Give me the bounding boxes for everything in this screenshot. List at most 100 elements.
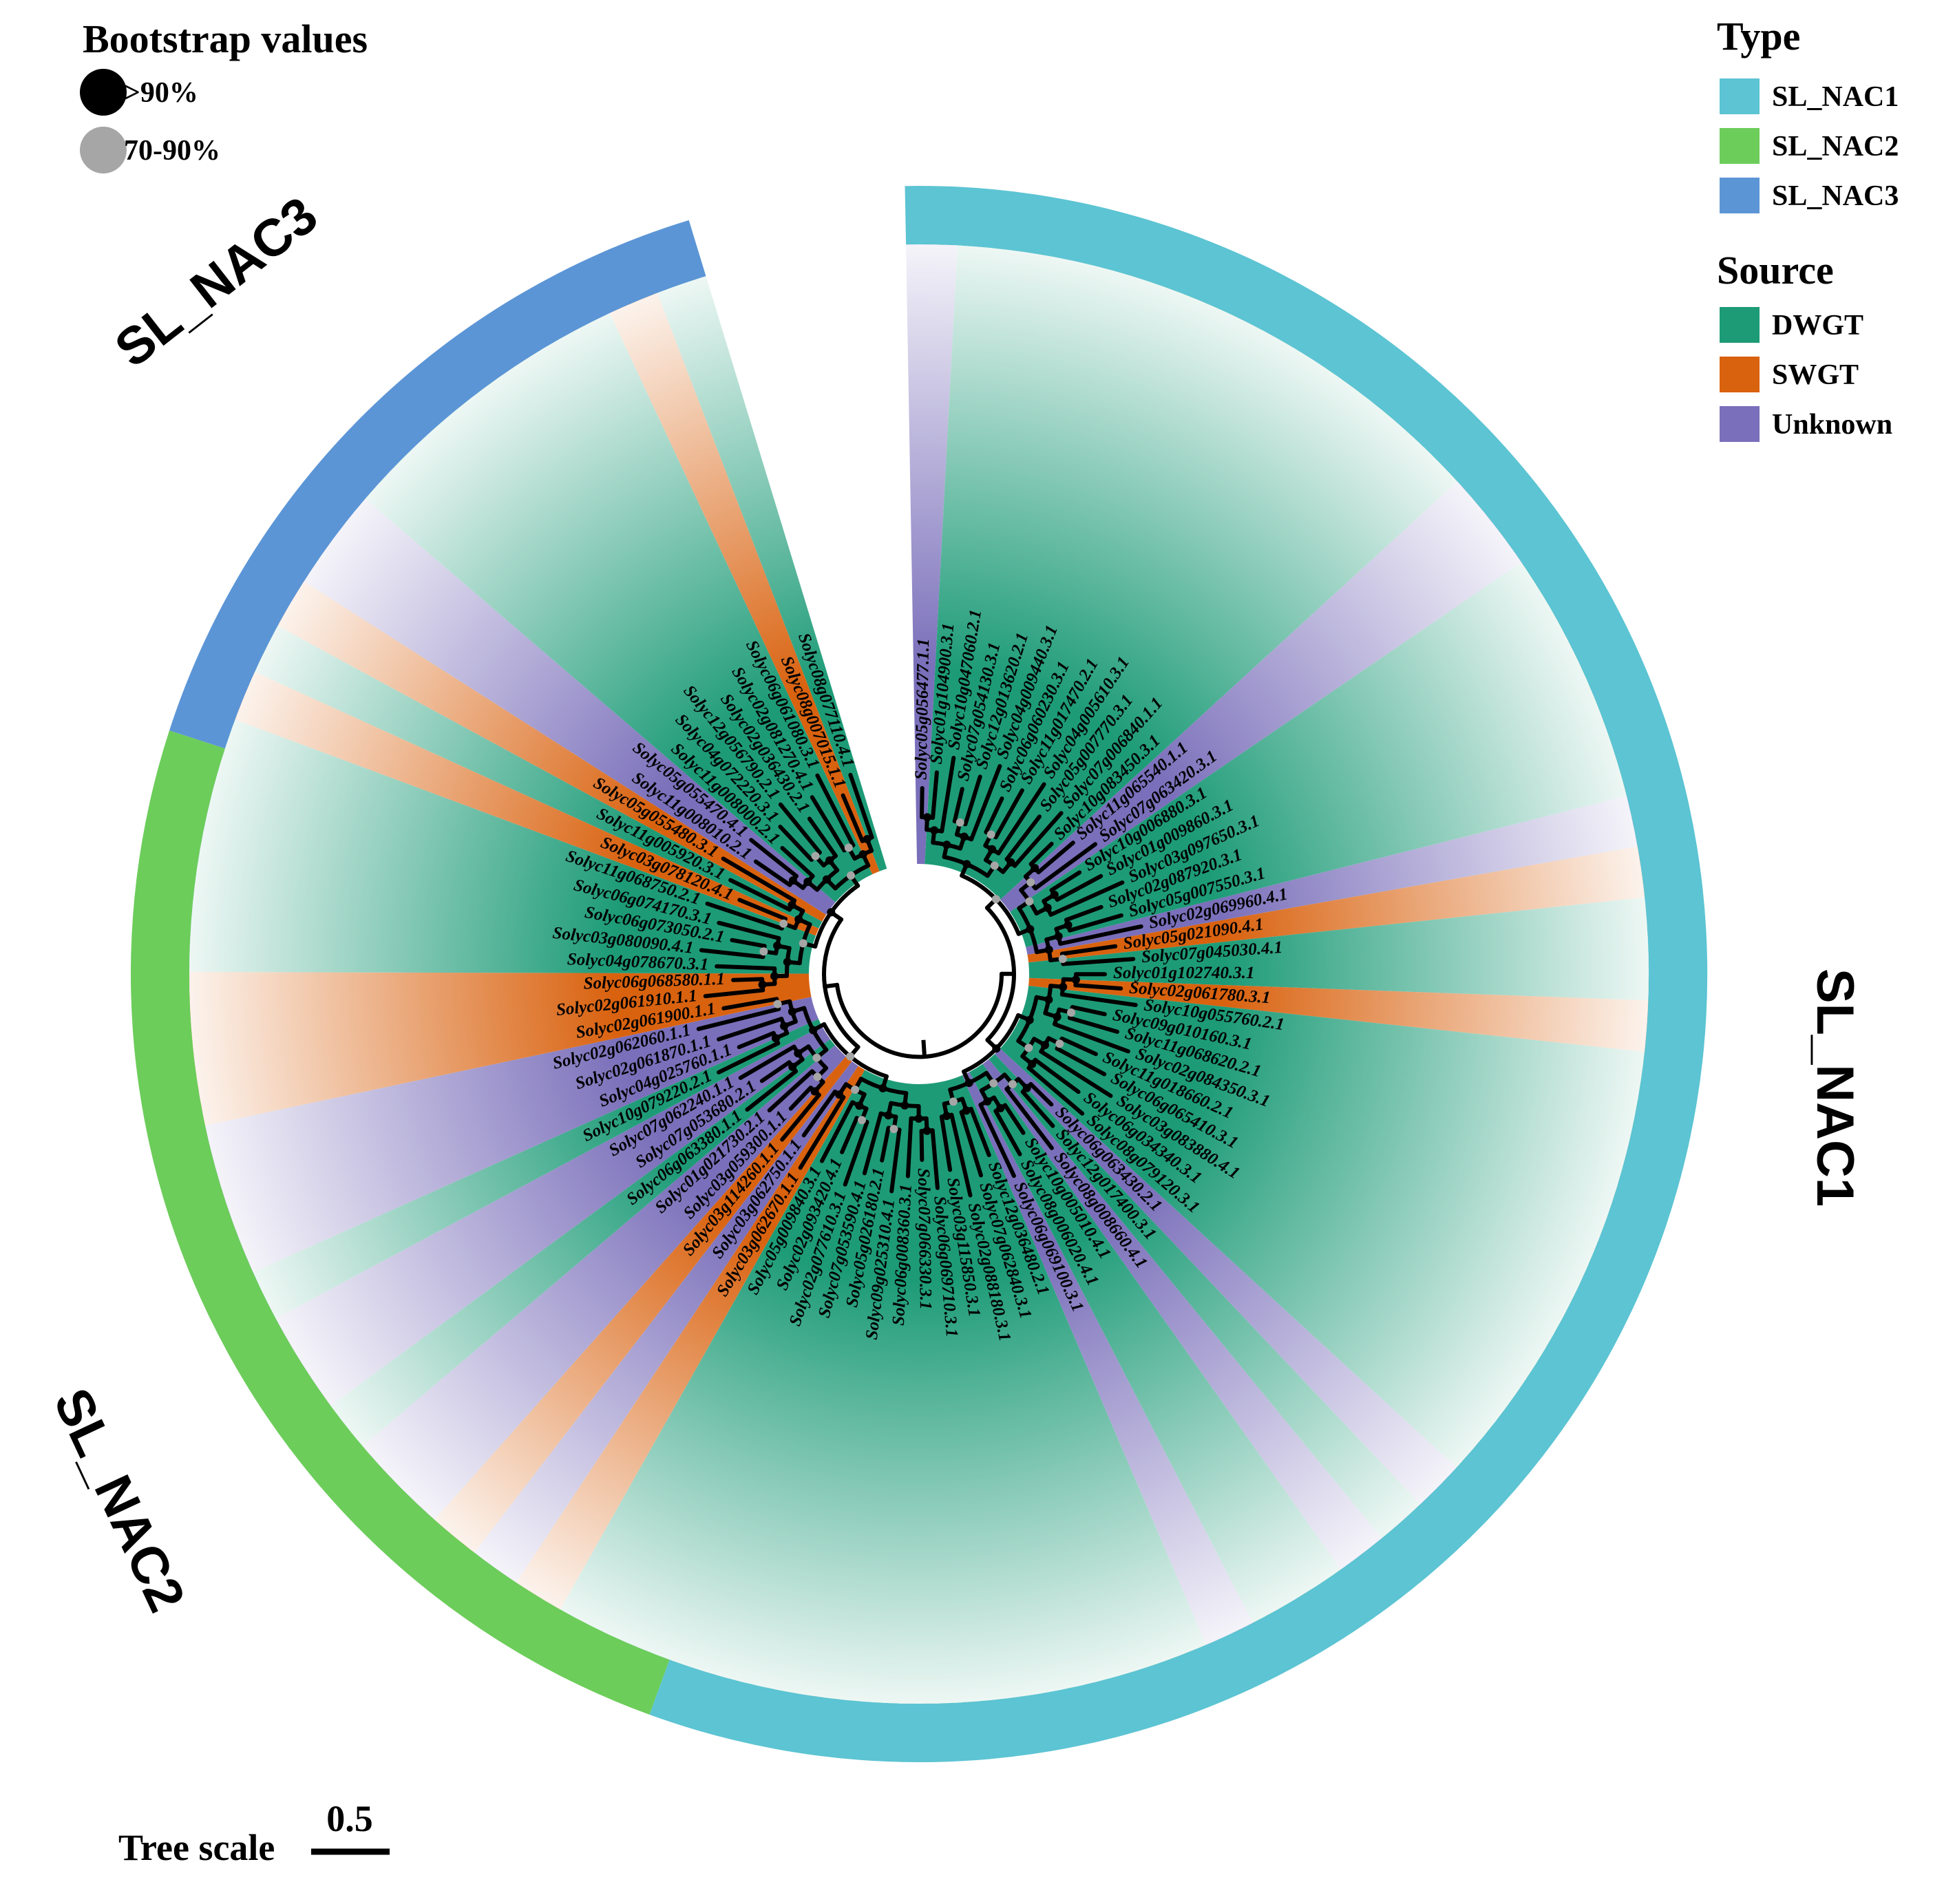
bootstrap-node-dot xyxy=(811,851,820,860)
bootstrap-node-dot xyxy=(863,835,872,843)
tree-branch xyxy=(807,816,838,858)
tree-branch xyxy=(1064,905,1103,922)
tree-branch xyxy=(759,1060,792,1083)
source-swatch-dwgt xyxy=(1720,307,1760,343)
tree-branch xyxy=(1003,1103,1026,1135)
tree-branch xyxy=(798,1095,846,1170)
tree-branch xyxy=(731,977,765,982)
clade-label-sl-nac3: SL_NAC3 xyxy=(105,186,328,379)
tree-branch xyxy=(738,1044,796,1080)
tree-branch xyxy=(815,773,856,847)
bootstrap-node-dot xyxy=(822,875,831,884)
tree-branch xyxy=(753,859,792,887)
bootstrap-node-dot xyxy=(962,860,971,869)
tree-branch xyxy=(737,1030,776,1050)
tree-branch xyxy=(696,1006,781,1031)
tree-branch xyxy=(963,774,982,827)
tree-branch xyxy=(1048,880,1125,917)
bootstrap-node-dot xyxy=(942,840,951,849)
type-swatch-sl-nac2 xyxy=(1720,128,1760,164)
bootstrap-node-dot xyxy=(788,876,797,885)
bootstrap-node-dot xyxy=(794,1049,803,1058)
bootstrap-node-dot xyxy=(803,878,812,887)
tree-branch xyxy=(880,1125,891,1163)
tree-branch xyxy=(993,788,1024,840)
tree-branch xyxy=(703,988,765,999)
bootstrap-node-dot xyxy=(773,999,782,1008)
tree-branch xyxy=(996,782,1046,856)
bootstrap-node-dot xyxy=(900,1101,909,1110)
bootstrap-node-dot xyxy=(847,871,855,880)
tree-center xyxy=(838,893,1000,1055)
bootstrap-node-dot xyxy=(1054,932,1063,941)
tree-branch xyxy=(820,1100,855,1163)
bootstrap-node-dot xyxy=(799,939,807,948)
type-legend-title: Type xyxy=(1717,14,1800,59)
bootstrap-node-dot xyxy=(759,947,768,956)
tree-branch xyxy=(730,938,767,949)
tree-branch xyxy=(1028,1082,1054,1107)
type-ring-sl-nac3 xyxy=(169,220,706,749)
tree-branch xyxy=(1039,1049,1113,1098)
bootstrap-node-dot xyxy=(812,1053,821,1062)
tree-root xyxy=(921,1039,927,1057)
bootstrap-node-dot xyxy=(1025,897,1034,906)
tree-branch xyxy=(1028,841,1054,867)
bootstrap-node-layer xyxy=(758,813,1080,1135)
tree-branch xyxy=(862,1111,883,1176)
tree-branch xyxy=(969,1106,991,1157)
tree-branch xyxy=(1070,1005,1107,1017)
tree-branch xyxy=(1026,1066,1085,1116)
bootstrap-node-dot xyxy=(884,1111,893,1120)
tree-branch xyxy=(715,964,777,971)
leaf-label: Solyc07g066330.3.1 xyxy=(914,1168,935,1310)
bootstrap-node-dot xyxy=(809,1026,818,1035)
bootstrap-mid-label: 70-90% xyxy=(124,135,220,167)
clade-label-sl-nac2: SL_NAC2 xyxy=(42,1379,196,1620)
tree-branch xyxy=(721,997,779,1011)
bootstrap-node-dot xyxy=(1064,920,1073,929)
bootstrap-node-dot xyxy=(1008,1080,1017,1088)
bootstrap-node-dot xyxy=(771,1034,780,1043)
tree-branch xyxy=(841,793,865,843)
tree-branch xyxy=(788,1086,813,1111)
bootstrap-node-dot xyxy=(1059,982,1068,991)
bootstrap-node-dot xyxy=(810,1087,819,1096)
tree-scale: Tree scale 0.5 xyxy=(118,1798,390,1868)
tree-branch xyxy=(1053,1022,1130,1054)
bootstrap-node-dot xyxy=(989,1079,998,1088)
tree-branch xyxy=(1049,870,1082,893)
bootstrap-node-dot xyxy=(1050,890,1059,899)
bootstrap-node-dot xyxy=(914,1114,923,1123)
bootstrap-node-dot xyxy=(1071,975,1080,984)
tree-branch xyxy=(889,1128,902,1194)
tree-branch xyxy=(1020,1090,1055,1128)
tree-branch xyxy=(1036,840,1075,875)
bootstrap-node-dot xyxy=(780,1022,789,1030)
bootstrap-node-dot xyxy=(1058,955,1067,963)
bootstrap-node-dot xyxy=(827,908,836,917)
tree-branch xyxy=(705,901,784,931)
bootstrap-node-dot xyxy=(783,958,792,966)
bootstrap-node-dot xyxy=(930,826,939,835)
bootstrap-node-dot xyxy=(1024,1044,1033,1053)
type-swatch-sl-nac3 xyxy=(1720,178,1760,213)
bootstrap-node-dot xyxy=(889,1125,898,1134)
bootstrap-node-dot xyxy=(960,832,969,841)
bootstrap-high-dot-icon xyxy=(80,69,127,116)
tree-branch xyxy=(717,1041,781,1075)
tree-branch xyxy=(1068,913,1123,933)
tree-branch xyxy=(1055,1046,1107,1077)
source-swatch-unknown xyxy=(1720,406,1760,442)
bootstrap-node-dot xyxy=(992,1044,1001,1053)
bootstrap-node-dot xyxy=(986,830,995,839)
tree-branch xyxy=(801,1089,837,1138)
bootstrap-node-dot xyxy=(846,1052,855,1061)
bootstrap-node-dot xyxy=(964,1079,973,1088)
tree-branch xyxy=(939,1114,953,1172)
tree-branch-arc xyxy=(822,917,860,1049)
bootstrap-node-dot xyxy=(835,1090,844,1099)
bootstrap-node-dot xyxy=(1025,1015,1034,1024)
tree-branch xyxy=(745,1069,798,1112)
